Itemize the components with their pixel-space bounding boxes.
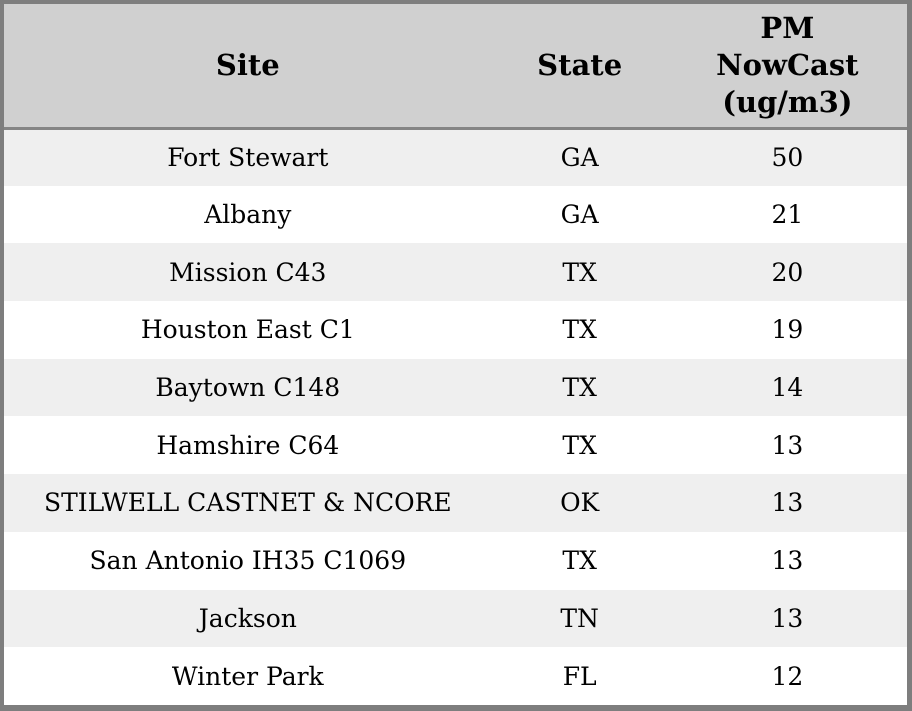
header-row: Site State PM NowCast (ug/m3) bbox=[4, 4, 907, 130]
table-row: Fort Stewart GA 50 bbox=[4, 128, 907, 186]
pm-value-cell: 19 bbox=[771, 315, 804, 345]
state-cell: GA bbox=[560, 200, 599, 230]
table-body: Fort Stewart GA 50 Albany GA 21 Mission … bbox=[4, 128, 907, 705]
pm-nowcast-table: Site State PM NowCast (ug/m3) Fort Stewa… bbox=[4, 4, 907, 705]
site-cell: STILWELL CASTNET & NCORE bbox=[43, 488, 452, 518]
table-row: Jackson TN 13 bbox=[4, 589, 907, 648]
table-row: San Antonio IH35 C1069 TX 13 bbox=[4, 531, 907, 590]
state-cell: GA bbox=[560, 143, 599, 173]
pm-value-cell: 13 bbox=[771, 603, 804, 633]
table-row: Houston East C1 TX 19 bbox=[4, 301, 907, 359]
pm-value-cell: 14 bbox=[771, 373, 804, 403]
site-cell: Jackson bbox=[198, 603, 297, 633]
pm-value-cell: 21 bbox=[771, 200, 804, 230]
table-row: STILWELL CASTNET & NCORE OK 13 bbox=[4, 474, 907, 532]
state-cell: TN bbox=[560, 603, 599, 633]
table-row: Winter Park FL 12 bbox=[4, 647, 907, 705]
column-header-site: Site bbox=[4, 4, 492, 130]
state-cell: TX bbox=[562, 373, 597, 403]
state-cell: TX bbox=[562, 257, 597, 287]
table-row: Mission C43 TX 20 bbox=[4, 243, 907, 302]
site-cell: Hamshire C64 bbox=[156, 430, 340, 460]
state-cell: TX bbox=[562, 430, 597, 460]
pm-value-cell: 12 bbox=[771, 661, 804, 691]
site-cell: Winter Park bbox=[171, 661, 324, 691]
pm-value-cell: 13 bbox=[771, 430, 804, 460]
pm-value-cell: 50 bbox=[771, 143, 804, 173]
column-header-pm-nowcast: PM NowCast (ug/m3) bbox=[667, 4, 907, 130]
column-header-state: State bbox=[491, 4, 668, 130]
site-cell: Albany bbox=[204, 200, 292, 230]
pm-value-cell: 13 bbox=[771, 546, 804, 576]
state-cell: FL bbox=[562, 661, 597, 691]
table-row: Albany GA 21 bbox=[4, 185, 907, 244]
site-cell: Houston East C1 bbox=[140, 315, 355, 345]
table-row: Hamshire C64 TX 13 bbox=[4, 416, 907, 475]
site-cell: San Antonio IH35 C1069 bbox=[89, 546, 407, 576]
pm-value-cell: 13 bbox=[771, 488, 804, 518]
pm-value-cell: 20 bbox=[771, 257, 804, 287]
table-header: Site State PM NowCast (ug/m3) bbox=[4, 4, 907, 130]
site-cell: Fort Stewart bbox=[167, 143, 329, 173]
site-cell: Baytown C148 bbox=[155, 373, 341, 403]
table-row: Baytown C148 TX 14 bbox=[4, 358, 907, 417]
state-cell: TX bbox=[562, 315, 597, 345]
state-cell: OK bbox=[560, 488, 600, 518]
site-cell: Mission C43 bbox=[169, 257, 327, 287]
state-cell: TX bbox=[562, 546, 597, 576]
